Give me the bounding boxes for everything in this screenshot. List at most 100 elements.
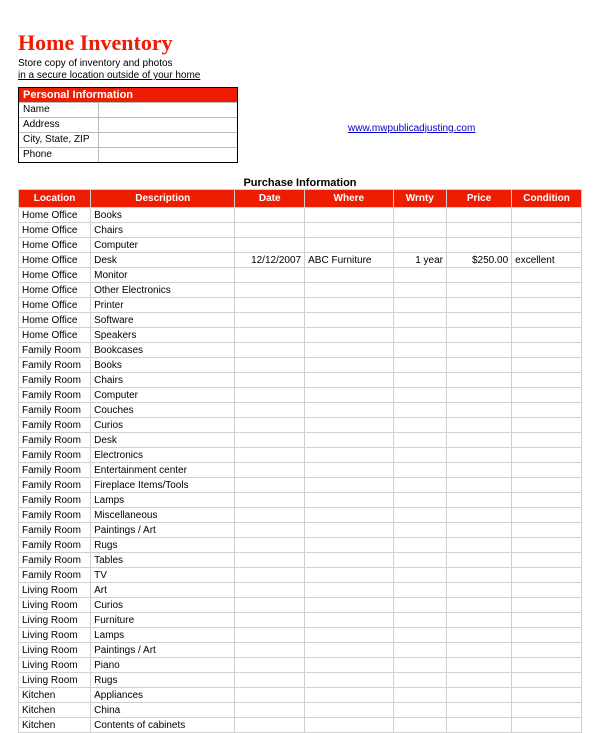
table-cell bbox=[447, 718, 512, 733]
table-row: Family RoomTV bbox=[19, 568, 582, 583]
table-cell bbox=[393, 538, 447, 553]
table-cell bbox=[447, 328, 512, 343]
table-cell bbox=[512, 223, 582, 238]
table-cell bbox=[393, 448, 447, 463]
table-cell: Tables bbox=[91, 553, 235, 568]
table-cell: Electronics bbox=[91, 448, 235, 463]
table-cell bbox=[447, 403, 512, 418]
table-cell: Family Room bbox=[19, 403, 91, 418]
table-cell bbox=[305, 313, 393, 328]
table-cell bbox=[512, 643, 582, 658]
table-row: Home OfficePrinter bbox=[19, 298, 582, 313]
table-cell: Family Room bbox=[19, 418, 91, 433]
table-cell bbox=[393, 613, 447, 628]
table-cell: Paintings / Art bbox=[91, 523, 235, 538]
table-cell bbox=[235, 223, 305, 238]
table-cell bbox=[393, 553, 447, 568]
table-cell bbox=[447, 658, 512, 673]
table-cell: Other Electronics bbox=[91, 283, 235, 298]
column-header: Location bbox=[19, 190, 91, 208]
personal-field-input[interactable] bbox=[99, 103, 237, 117]
table-header-row: LocationDescriptionDateWhereWrntyPriceCo… bbox=[19, 190, 582, 208]
table-row: Home OfficeDesk12/12/2007ABC Furniture1 … bbox=[19, 253, 582, 268]
personal-field-label: Name bbox=[19, 103, 99, 117]
column-header: Description bbox=[91, 190, 235, 208]
table-row: Family RoomBooks bbox=[19, 358, 582, 373]
table-cell bbox=[512, 658, 582, 673]
table-cell bbox=[235, 478, 305, 493]
table-cell bbox=[393, 343, 447, 358]
table-cell bbox=[393, 388, 447, 403]
table-row: Family RoomTables bbox=[19, 553, 582, 568]
personal-field-input[interactable] bbox=[99, 148, 237, 162]
table-cell bbox=[512, 628, 582, 643]
personal-field-row: Address bbox=[19, 117, 237, 132]
inventory-table: LocationDescriptionDateWhereWrntyPriceCo… bbox=[18, 189, 582, 733]
table-cell bbox=[447, 373, 512, 388]
table-cell bbox=[447, 208, 512, 223]
table-cell bbox=[447, 388, 512, 403]
table-cell bbox=[512, 343, 582, 358]
table-cell: Living Room bbox=[19, 673, 91, 688]
personal-field-input[interactable] bbox=[99, 118, 237, 132]
table-cell: $250.00 bbox=[447, 253, 512, 268]
table-cell bbox=[512, 283, 582, 298]
table-cell: Lamps bbox=[91, 493, 235, 508]
table-row: Family RoomElectronics bbox=[19, 448, 582, 463]
table-cell bbox=[447, 553, 512, 568]
table-cell bbox=[447, 283, 512, 298]
table-cell: Desk bbox=[91, 433, 235, 448]
table-cell bbox=[512, 568, 582, 583]
column-header: Price bbox=[447, 190, 512, 208]
table-cell bbox=[305, 718, 393, 733]
table-cell: Rugs bbox=[91, 538, 235, 553]
table-cell bbox=[393, 313, 447, 328]
table-cell: 12/12/2007 bbox=[235, 253, 305, 268]
table-row: Home OfficeComputer bbox=[19, 238, 582, 253]
table-cell bbox=[393, 703, 447, 718]
website-link[interactable]: www.mwpublicadjusting.com bbox=[348, 123, 475, 134]
table-cell bbox=[235, 703, 305, 718]
table-cell: Family Room bbox=[19, 523, 91, 538]
table-cell bbox=[393, 403, 447, 418]
table-cell bbox=[393, 298, 447, 313]
table-row: Family RoomComputer bbox=[19, 388, 582, 403]
table-cell bbox=[235, 673, 305, 688]
table-cell bbox=[393, 463, 447, 478]
table-cell bbox=[305, 628, 393, 643]
table-cell bbox=[235, 343, 305, 358]
table-cell: Monitor bbox=[91, 268, 235, 283]
table-row: Family RoomBookcases bbox=[19, 343, 582, 358]
table-cell bbox=[305, 268, 393, 283]
table-cell bbox=[447, 343, 512, 358]
table-cell bbox=[235, 403, 305, 418]
table-cell bbox=[447, 688, 512, 703]
table-cell bbox=[305, 658, 393, 673]
table-row: Family RoomLamps bbox=[19, 493, 582, 508]
table-cell bbox=[393, 223, 447, 238]
table-cell bbox=[305, 463, 393, 478]
table-cell: Family Room bbox=[19, 538, 91, 553]
table-cell bbox=[235, 643, 305, 658]
column-header: Wrnty bbox=[393, 190, 447, 208]
table-cell: Art bbox=[91, 583, 235, 598]
table-cell bbox=[447, 358, 512, 373]
table-cell bbox=[235, 688, 305, 703]
table-cell bbox=[305, 688, 393, 703]
table-row: Living RoomFurniture bbox=[19, 613, 582, 628]
table-cell: Appliances bbox=[91, 688, 235, 703]
table-cell bbox=[512, 373, 582, 388]
table-cell bbox=[235, 718, 305, 733]
table-cell: Couches bbox=[91, 403, 235, 418]
table-cell bbox=[447, 523, 512, 538]
table-cell bbox=[447, 433, 512, 448]
personal-field-label: Address bbox=[19, 118, 99, 132]
table-cell bbox=[512, 598, 582, 613]
table-row: Living RoomCurios bbox=[19, 598, 582, 613]
table-cell: Kitchen bbox=[19, 703, 91, 718]
table-cell: Curios bbox=[91, 598, 235, 613]
table-cell: Paintings / Art bbox=[91, 643, 235, 658]
table-cell bbox=[235, 373, 305, 388]
personal-field-input[interactable] bbox=[99, 133, 237, 147]
table-cell bbox=[393, 508, 447, 523]
